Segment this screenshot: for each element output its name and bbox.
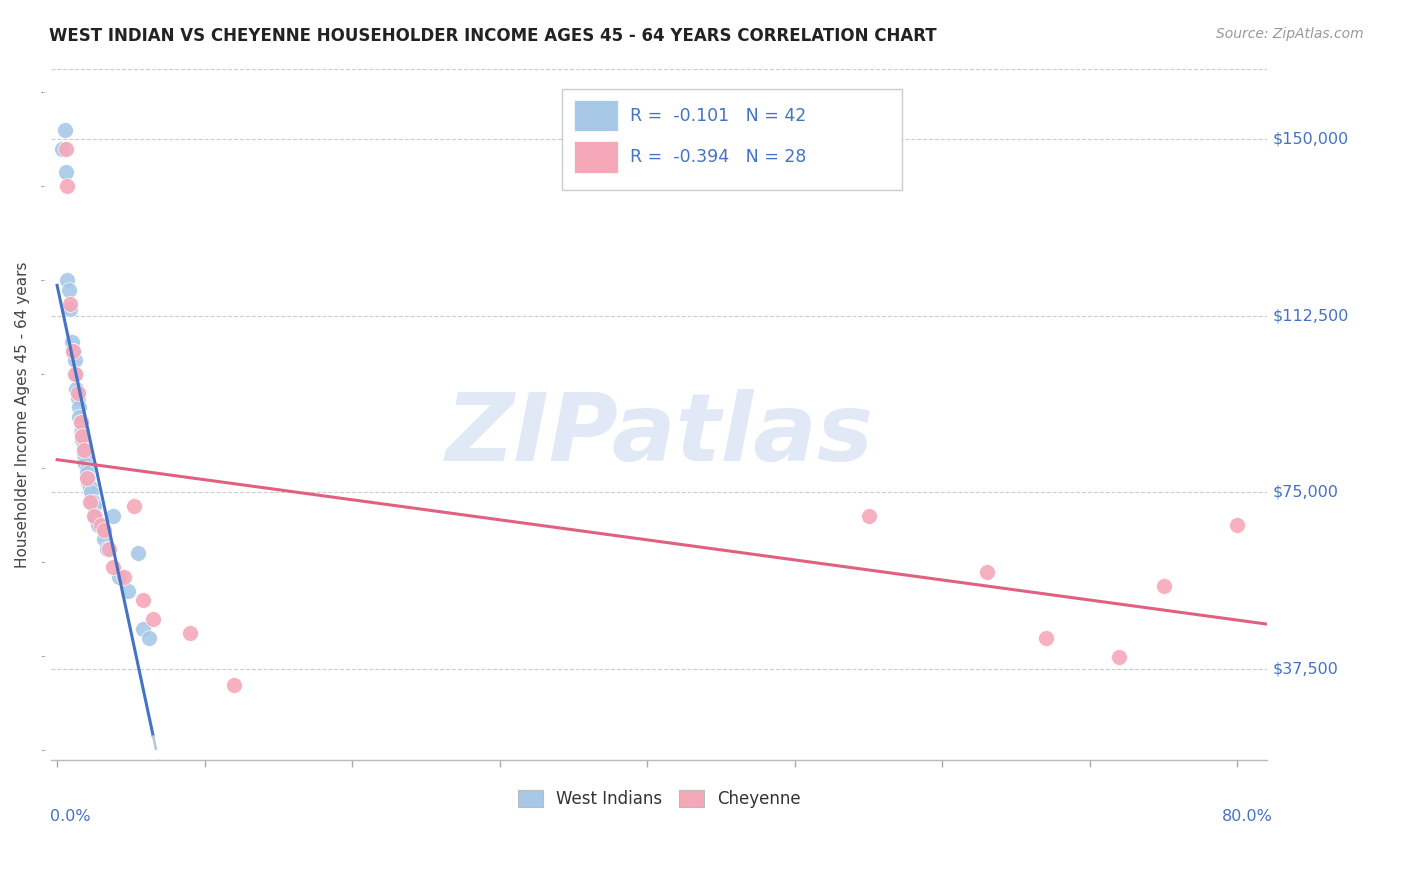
Point: [1035, 631, 1057, 645]
Point: [83, 508, 105, 523]
FancyBboxPatch shape: [562, 89, 903, 190]
Point: [76, 467, 98, 481]
Point: [66, 386, 89, 401]
Point: [55, 165, 77, 179]
Point: [1153, 579, 1175, 593]
Text: 80.0%: 80.0%: [1222, 809, 1272, 824]
Point: [84, 508, 107, 523]
Point: [224, 678, 246, 692]
Point: [70, 434, 93, 448]
Point: [58, 283, 80, 297]
Point: [56, 273, 79, 287]
Point: [976, 565, 998, 579]
Point: [131, 622, 153, 636]
Point: [60, 334, 83, 349]
Point: [93, 523, 115, 537]
Point: [51, 142, 73, 156]
Text: R =  -0.394   N = 28: R = -0.394 N = 28: [630, 148, 806, 166]
Point: [108, 570, 131, 584]
Point: [73, 442, 96, 457]
Point: [62, 343, 84, 358]
Point: [70, 424, 93, 438]
Text: $37,500: $37,500: [1272, 661, 1339, 676]
Point: [103, 508, 125, 523]
Point: [59, 301, 82, 316]
Text: $112,500: $112,500: [1272, 308, 1350, 323]
Point: [73, 447, 96, 461]
Text: R =  -0.101   N = 42: R = -0.101 N = 42: [630, 106, 806, 125]
Point: [65, 382, 87, 396]
Point: [97, 541, 120, 556]
Y-axis label: Householder Income Ages 45 - 64 years: Householder Income Ages 45 - 64 years: [15, 261, 30, 567]
Point: [70, 428, 93, 442]
Point: [117, 584, 139, 599]
Text: ZIPatlas: ZIPatlas: [446, 389, 873, 481]
Point: [62, 343, 84, 358]
Point: [63, 353, 86, 368]
Point: [59, 297, 82, 311]
Point: [82, 494, 104, 508]
Point: [142, 612, 165, 626]
Point: [103, 560, 125, 574]
Text: $75,000: $75,000: [1272, 484, 1339, 500]
Point: [73, 438, 96, 452]
Point: [79, 480, 101, 494]
Point: [76, 461, 98, 475]
Point: [70, 428, 93, 442]
Point: [65, 368, 87, 382]
Point: [69, 415, 91, 429]
FancyBboxPatch shape: [574, 100, 617, 131]
Point: [90, 518, 112, 533]
Point: [83, 500, 105, 514]
Point: [93, 532, 115, 546]
Point: [73, 442, 96, 457]
Point: [112, 570, 135, 584]
Point: [77, 475, 100, 490]
Point: [75, 452, 97, 467]
Point: [67, 401, 90, 415]
Point: [96, 541, 118, 556]
Point: [80, 485, 103, 500]
Point: [76, 471, 98, 485]
Point: [131, 593, 153, 607]
Point: [63, 368, 86, 382]
Point: [67, 409, 90, 424]
Point: [79, 494, 101, 508]
Text: Source: ZipAtlas.com: Source: ZipAtlas.com: [1216, 27, 1364, 41]
Point: [127, 546, 149, 560]
Point: [138, 631, 160, 645]
Legend: West Indians, Cheyenne: West Indians, Cheyenne: [510, 783, 807, 814]
Point: [56, 179, 79, 194]
Point: [66, 391, 89, 405]
Point: [75, 457, 97, 471]
FancyBboxPatch shape: [574, 141, 617, 173]
Point: [69, 424, 91, 438]
Text: $150,000: $150,000: [1272, 132, 1350, 146]
Point: [53, 122, 76, 136]
Point: [179, 626, 201, 640]
Point: [87, 518, 110, 533]
Point: [1108, 649, 1130, 664]
Point: [69, 415, 91, 429]
Point: [858, 508, 880, 523]
Text: WEST INDIAN VS CHEYENNE HOUSEHOLDER INCOME AGES 45 - 64 YEARS CORRELATION CHART: WEST INDIAN VS CHEYENNE HOUSEHOLDER INCO…: [49, 27, 936, 45]
Point: [122, 500, 145, 514]
Point: [1226, 518, 1249, 533]
Point: [55, 142, 77, 156]
Text: 0.0%: 0.0%: [51, 809, 90, 824]
Point: [77, 471, 100, 485]
